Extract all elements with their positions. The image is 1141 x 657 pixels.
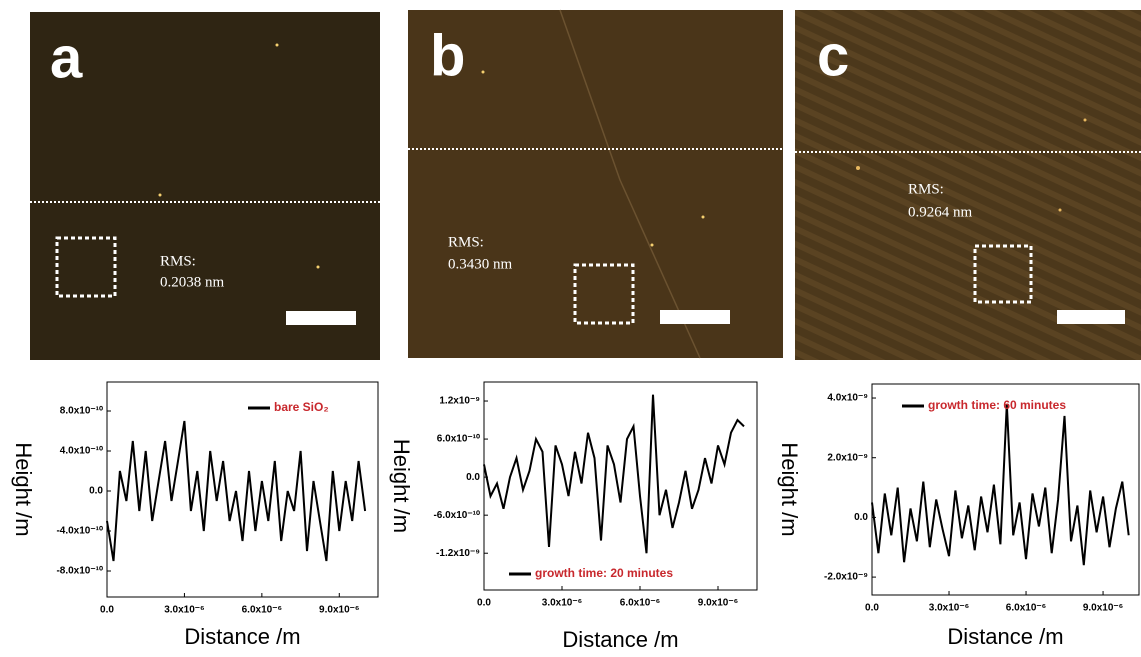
afm-image [30,12,380,360]
y-tick-label: -2.0x10⁻⁹ [824,572,868,583]
x-tick-label: 3.0x10⁻⁶ [164,605,204,616]
x-tick-label: 3.0x10⁻⁶ [542,598,582,609]
afm-panel: c RMS: 0.9264 nm [795,10,1141,360]
rms-label: RMS: [160,253,196,269]
speck [158,193,162,197]
rms-value: 0.9264 nm [908,204,973,220]
afm-image [408,10,783,358]
speck [316,265,320,269]
speck [481,70,485,74]
x-tick-label: 0.0 [477,598,491,609]
x-tick-label: 6.0x10⁻⁶ [242,605,282,616]
y-tick-label: 6.0x10⁻¹⁰ [437,434,480,445]
scale-bar [1057,310,1125,324]
legend-label: bare SiO₂ [274,400,329,414]
x-tick-label: 9.0x10⁻⁶ [698,598,738,609]
x-tick-label: 0.0 [865,603,879,614]
x-axis-label: Distance /m [947,624,1063,649]
afm-panel: a RMS: 0.2038 nm [30,12,380,360]
panel-label: a [50,25,83,90]
speck [275,43,279,47]
speck [1058,208,1062,212]
y-tick-label: -1.2x10⁻⁹ [436,548,480,559]
x-axis-label: Distance /m [184,624,300,649]
feature [559,9,701,359]
afm-panel: b RMS: 0.3430 nm [408,9,783,359]
y-tick-label: -4.0x10⁻¹⁰ [56,526,103,537]
speck [856,166,860,170]
speck [701,215,705,219]
roi-box [573,263,635,325]
rms-value: 0.2038 nm [160,274,225,290]
scale-bar [286,311,356,325]
y-axis-label: Height /m [11,442,36,536]
roi-box [973,244,1033,304]
y-tick-label: 2.0x10⁻⁹ [827,452,868,463]
y-tick-label: 0.0 [854,512,868,523]
plot-frame [483,381,758,591]
panel-label: c [817,23,849,88]
x-tick-label: 9.0x10⁻⁶ [1083,603,1123,614]
x-tick-label: 3.0x10⁻⁶ [929,603,969,614]
x-tick-label: 9.0x10⁻⁶ [319,605,359,616]
speck [1083,118,1087,122]
plot-frame [871,383,1140,596]
afm-image [795,10,1141,360]
x-axis-label: Distance /m [562,627,678,652]
speck [650,243,654,247]
y-tick-label: -8.0x10⁻¹⁰ [56,566,103,577]
roi-box [55,236,117,298]
y-tick-label: 4.0x10⁻⁹ [827,393,868,404]
y-tick-label: 4.0x10⁻¹⁰ [60,446,103,457]
rms-label: RMS: [908,181,944,197]
y-axis-label: Height /m [777,442,802,536]
y-tick-label: 1.2x10⁻⁹ [439,396,480,407]
legend-label: growth time: 60 minutes [928,398,1066,412]
y-tick-label: 0.0 [89,486,103,497]
scale-bar [660,310,730,324]
rms-value: 0.3430 nm [448,256,513,272]
legend-label: growth time: 20 minutes [535,566,673,580]
y-tick-label: 0.0 [466,472,480,483]
x-tick-label: 6.0x10⁻⁶ [620,598,660,609]
data-line [871,403,1130,566]
y-axis-label: Height /m [389,439,414,533]
y-tick-label: 8.0x10⁻¹⁰ [60,406,103,417]
data-line [106,420,367,562]
rms-label: RMS: [448,234,484,250]
data-line [483,394,745,554]
x-tick-label: 6.0x10⁻⁶ [1006,603,1046,614]
y-tick-label: -6.0x10⁻¹⁰ [433,510,480,521]
panel-label: b [430,23,465,88]
x-tick-label: 0.0 [100,605,114,616]
plot-frame [106,381,379,598]
